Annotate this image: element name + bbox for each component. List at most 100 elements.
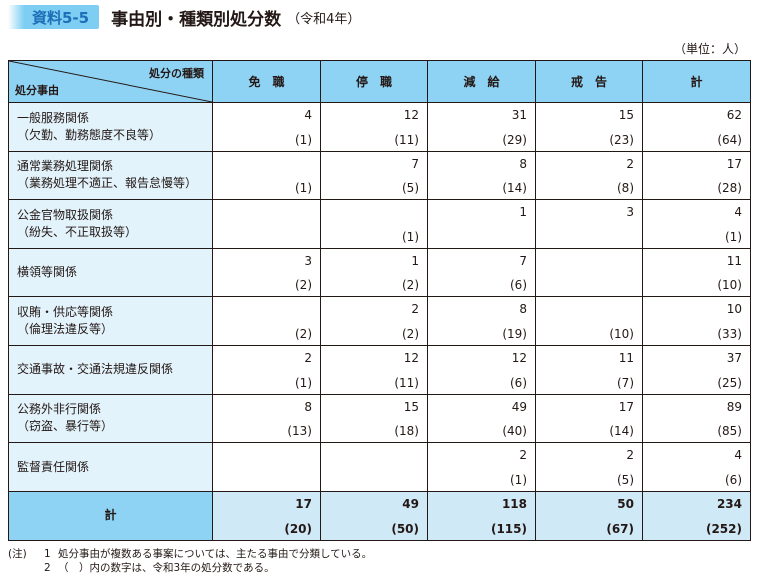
previous-count: (25): [717, 375, 742, 390]
total-cell: 49 (50): [320, 490, 428, 542]
current-count: 10: [726, 302, 742, 317]
total-previous: (20): [284, 522, 312, 536]
count-cell: 11 (7): [535, 345, 643, 395]
footnote-index: 2: [44, 562, 51, 574]
current-count: 12: [511, 351, 527, 366]
current-count: 11: [618, 351, 634, 366]
total-row: 計 17 (20) 49 (50) 118 (115) 50 (67) 234 (252): [8, 490, 751, 542]
table-row: 公金官物取扱関係 （紛失、不正取扱等） (1) 1 3 4 (1): [8, 199, 751, 249]
table-row: 収賄・供応等関係 （倫理法違反等） (2) 2 (2) 8 (19) (10) 10 (33): [8, 296, 751, 347]
footnote-item: 2 （ ）内の数字は、令和3年の処分数である。: [8, 561, 372, 575]
current-count: 15: [618, 108, 634, 122]
previous-count: (11): [394, 132, 419, 147]
count-cell: (2): [212, 296, 321, 347]
current-count: 1: [411, 253, 419, 268]
reason-cell: 一般服務関係 （欠勤、勤務態度不良等）: [8, 102, 213, 152]
column-header: 計: [642, 60, 751, 103]
previous-count: (8): [617, 181, 634, 196]
count-cell: 4 (1): [212, 102, 321, 152]
current-count: 2: [626, 156, 634, 171]
total-previous: (252): [705, 522, 742, 536]
previous-count: (40): [502, 424, 527, 439]
unit-label: （単位：人）: [673, 42, 746, 56]
previous-count: (23): [609, 132, 634, 147]
total-label: 計: [8, 490, 213, 542]
column-header: 減 給: [427, 60, 536, 103]
current-count: 3: [626, 205, 634, 220]
reason-cell: 交通事故・交通法規違反関係: [8, 345, 213, 395]
footnote-index: 1: [44, 548, 51, 560]
previous-count: (2): [295, 278, 312, 293]
table-row: 公務外非行関係 （窃盗、暴行等） 8 (13) 15 (18) 49 (40) 17 (14) 89…: [8, 393, 751, 444]
table-header-row: 処分の種類 処分事由 免 職 停 職 減 給 戒 告 計: [8, 60, 751, 103]
count-cell: 4 (1): [642, 199, 751, 249]
current-count: 4: [734, 205, 742, 220]
count-cell: [212, 442, 321, 492]
footnote-text: 処分事由が複数ある事案については、主たる事由で分類している。: [58, 548, 373, 560]
count-cell: 2 (2): [320, 296, 428, 347]
previous-count: (1): [510, 472, 527, 487]
current-count: 2: [411, 302, 419, 317]
current-count: 31: [511, 108, 527, 122]
previous-count: (5): [617, 472, 634, 487]
reason-line: 交通事故・交通法規違反関係: [17, 362, 174, 377]
total-current: 17: [295, 496, 312, 511]
current-count: 4: [734, 448, 742, 463]
current-count: 8: [519, 302, 527, 317]
previous-count: (11): [394, 375, 419, 390]
current-count: 8: [304, 399, 312, 414]
count-cell: 2 (5): [535, 442, 643, 492]
previous-count: (1): [725, 229, 742, 244]
total-previous: (67): [606, 522, 634, 536]
footnotes: (注) 1 処分事由が複数ある事案については、主たる事由で分類している。 2 （…: [8, 547, 372, 575]
reason-line: 収賄・供応等関係: [17, 305, 114, 320]
reason-cell: 横領等関係: [8, 247, 213, 298]
current-count: 8: [519, 156, 527, 171]
reason-line: （業務処理不適正、報告怠慢等）: [17, 176, 198, 191]
previous-count: (28): [717, 181, 742, 196]
reason-cell: 公務外非行関係 （窃盗、暴行等）: [8, 393, 213, 444]
reason-line: （紛失、不正取扱等）: [17, 225, 138, 240]
previous-count: (14): [609, 424, 634, 439]
current-count: 4: [304, 108, 312, 122]
current-count: 11: [726, 253, 742, 268]
count-cell: 2 (1): [427, 442, 536, 492]
current-count: 17: [726, 156, 742, 171]
count-cell: 8 (19): [427, 296, 536, 347]
count-cell: [212, 199, 321, 249]
current-count: 2: [519, 448, 527, 463]
total-current: 118: [501, 496, 527, 511]
current-count: 15: [403, 399, 419, 414]
count-cell: 2 (1): [212, 345, 321, 395]
column-header: 免 職: [212, 60, 321, 103]
table-row: 監督責任関係 2 (1) 2 (5) 4 (6): [8, 442, 751, 492]
previous-count: (6): [510, 278, 527, 293]
current-count: 1: [519, 205, 527, 220]
previous-count: (1): [295, 181, 312, 196]
count-cell: 1: [427, 199, 536, 249]
disciplinary-table: 処分の種類 処分事由 免 職 停 職 減 給 戒 告 計 一般服務関係 （欠勤、勤…: [8, 60, 751, 542]
count-cell: 3: [535, 199, 643, 249]
count-cell: 8 (13): [212, 393, 321, 444]
current-count: 49: [511, 399, 527, 414]
reason-line: 一般服務関係: [17, 110, 90, 125]
page-subtitle: （令和4年）: [287, 11, 361, 27]
page-title: 事由別・種類別処分数: [111, 9, 282, 30]
total-current: 49: [402, 496, 419, 511]
previous-count: (85): [717, 424, 742, 439]
current-count: 2: [626, 448, 634, 463]
reason-cell: 公金官物取扱関係 （紛失、不正取扱等）: [8, 199, 213, 249]
corner-diagonal: [9, 61, 212, 102]
total-cell: 17 (20): [212, 490, 321, 542]
current-count: 12: [403, 108, 419, 122]
reason-line: 横領等関係: [17, 265, 78, 280]
count-cell: 1 (2): [320, 247, 428, 298]
count-cell: 49 (40): [427, 393, 536, 444]
reason-line: （倫理法違反等）: [17, 322, 114, 337]
count-cell: 4 (6): [642, 442, 751, 492]
page-header: 資料5-5 事由別・種類別処分数 （令和4年）: [8, 4, 360, 30]
count-cell: 7 (5): [320, 150, 428, 201]
current-count: 3: [304, 253, 312, 268]
previous-count: (33): [717, 327, 742, 342]
count-cell: 31 (29): [427, 102, 536, 152]
